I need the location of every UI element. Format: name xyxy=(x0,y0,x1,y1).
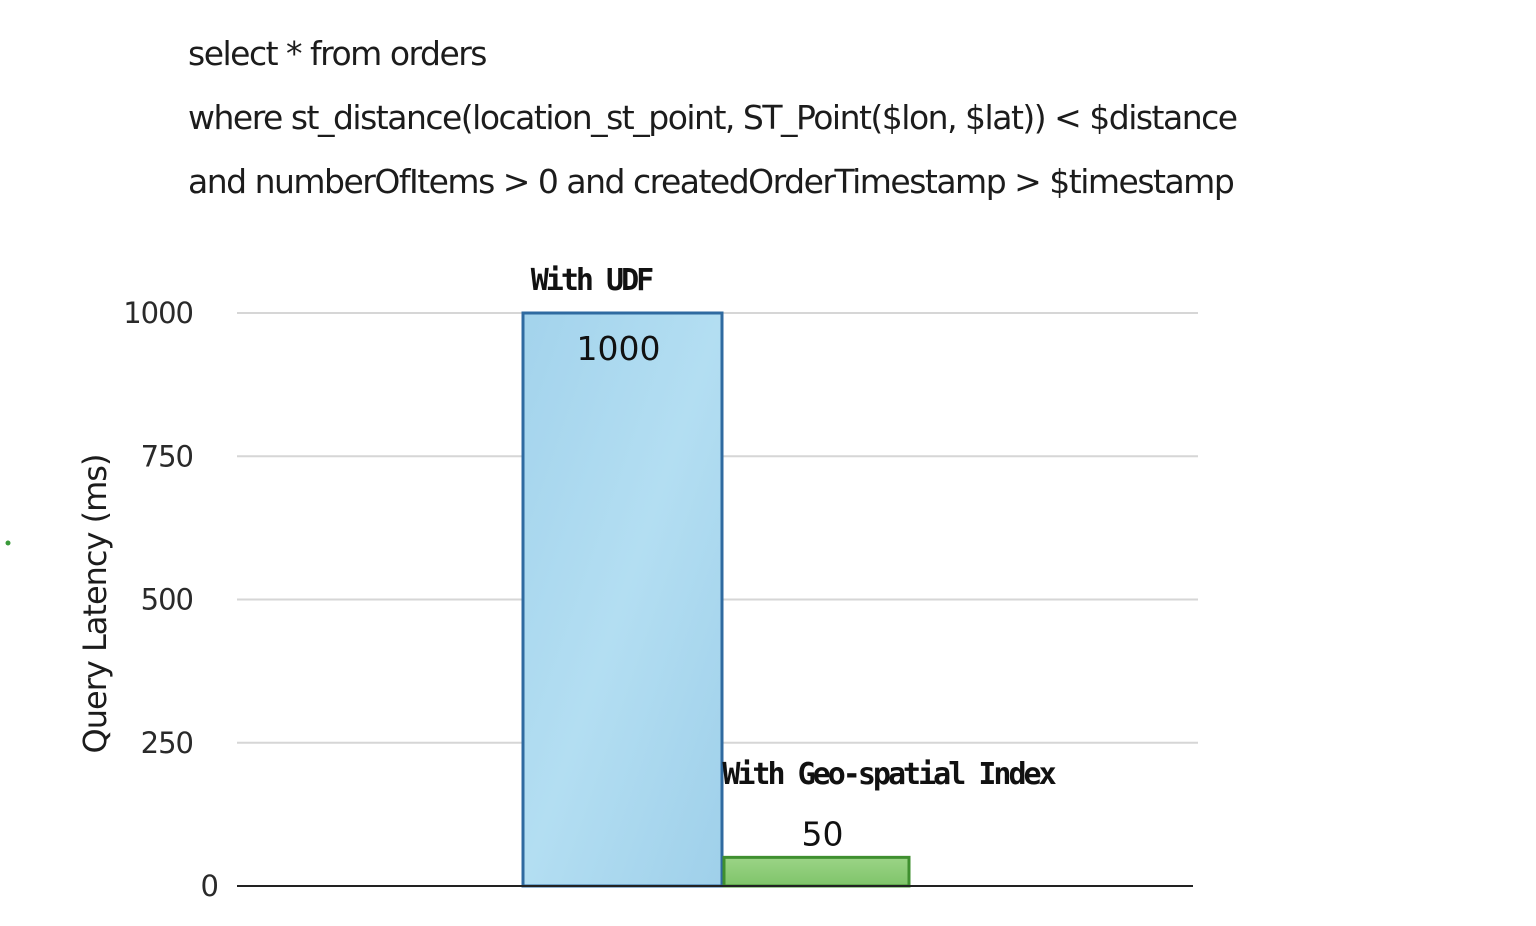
query-text: select * from orders where st_distance(l… xyxy=(188,22,1388,214)
bar-with-geo-spatial-index xyxy=(722,855,911,888)
data-label-0: 1000 xyxy=(577,329,661,368)
y-axis-title: Query Latency (ms) xyxy=(76,455,114,754)
query-line-and: and numberOfItems > 0 and createdOrderTi… xyxy=(188,162,1235,201)
query-line-select: select * from orders xyxy=(188,34,488,73)
bar-with-udf xyxy=(521,311,724,888)
category-label-0: With UDF xyxy=(531,263,653,298)
y-tick-labels: 0 250 500 750 1000 xyxy=(123,296,219,903)
bars xyxy=(521,311,911,888)
y-tick-label-750: 750 xyxy=(141,439,193,473)
y-tick-label-1000: 1000 xyxy=(123,296,193,330)
stray-dot xyxy=(5,540,11,546)
bar-labels: With UDF 1000 With Geo-spatial Index 50 xyxy=(531,263,1060,853)
y-tick-label-0: 0 xyxy=(201,869,218,903)
data-label-1: 50 xyxy=(802,814,844,853)
y-tick-label-500: 500 xyxy=(141,583,193,617)
query-line-where: where st_distance(location_st_point, ST_… xyxy=(188,98,1238,137)
category-label-1: With Geo-spatial Index xyxy=(722,757,1056,792)
y-tick-label-250: 250 xyxy=(141,726,193,760)
